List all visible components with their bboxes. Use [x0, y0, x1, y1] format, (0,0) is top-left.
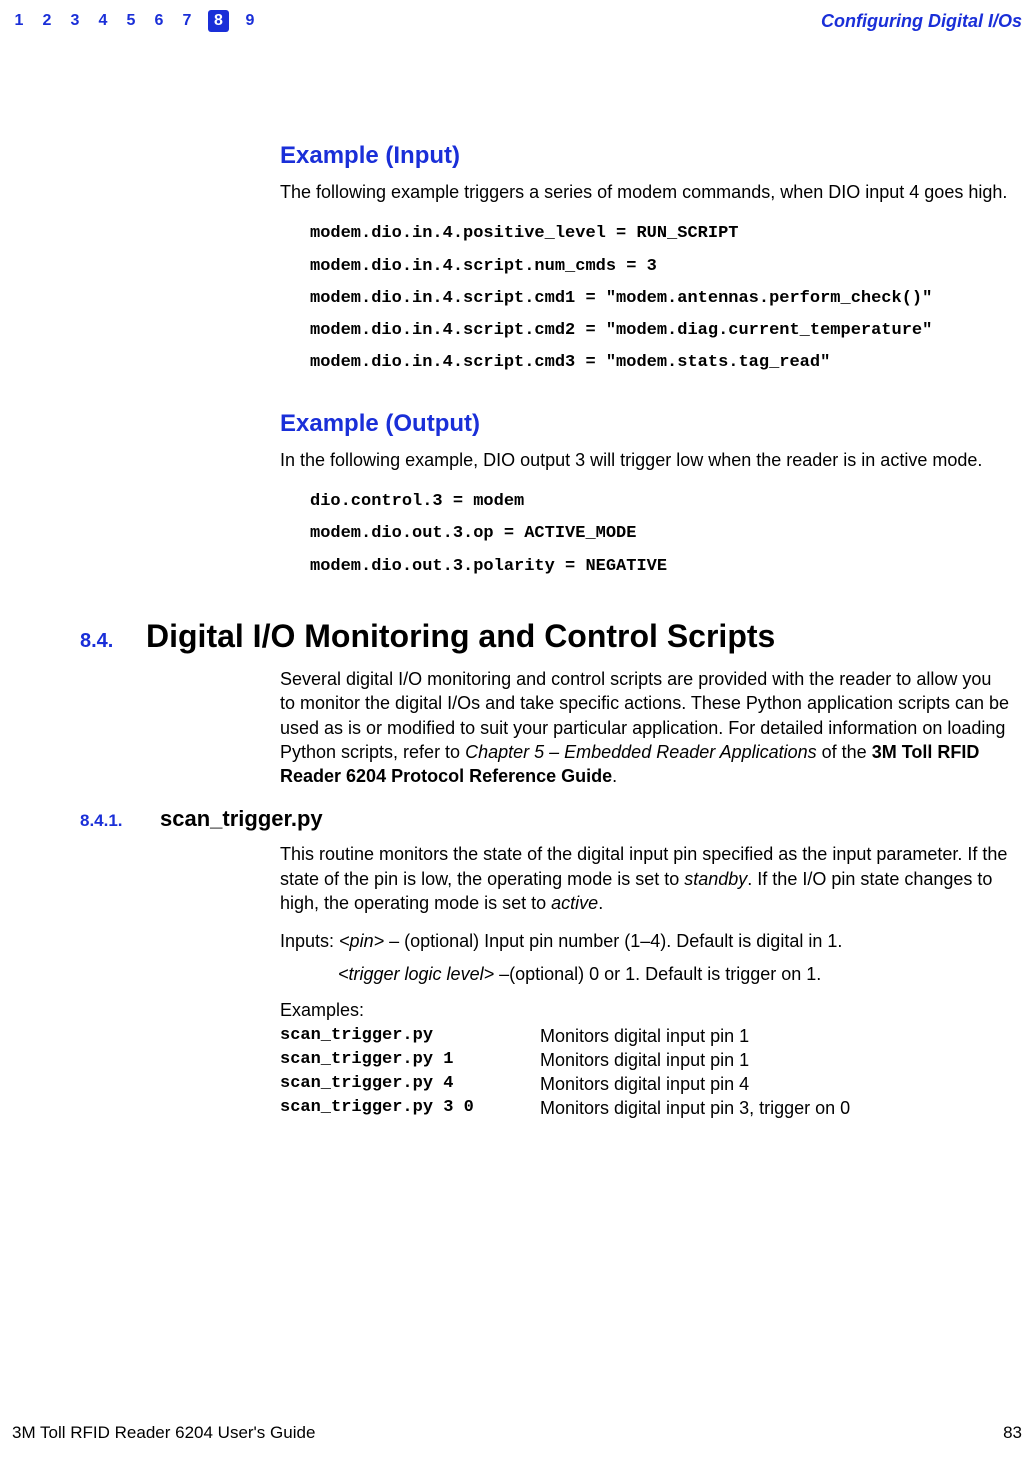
example-input-code: modem.dio.in.4.positive_level = RUN_SCRI… — [310, 218, 1010, 379]
example-row: scan_trigger.py 4 Monitors digital input… — [280, 1074, 1010, 1095]
examples-table: scan_trigger.py Monitors digital input p… — [280, 1026, 1010, 1119]
example-description: Monitors digital input pin 4 — [540, 1074, 749, 1095]
inputs-trigger-rest: –(optional) 0 or 1. Default is trigger o… — [494, 964, 821, 984]
section-body-italic: Chapter 5 – Embedded Reader Applications — [465, 742, 817, 762]
example-description: Monitors digital input pin 1 — [540, 1050, 749, 1071]
chapter-num: 2 — [40, 12, 54, 30]
chapter-num: 3 — [68, 12, 82, 30]
example-row: scan_trigger.py Monitors digital input p… — [280, 1026, 1010, 1047]
example-output-intro: In the following example, DIO output 3 w… — [280, 448, 1010, 472]
page-header: 1 2 3 4 5 6 7 8 9 Configuring Digital I/… — [12, 10, 1022, 32]
subsection-number: 8.4.1. — [80, 811, 160, 831]
example-output-code: dio.control.3 = modem modem.dio.out.3.op… — [310, 486, 1010, 583]
header-chapter-title: Configuring Digital I/Os — [821, 11, 1022, 32]
section-heading-row: 8.4. Digital I/O Monitoring and Control … — [80, 618, 1010, 655]
chapter-num: 7 — [180, 12, 194, 30]
inputs-pin-italic: <pin> — [339, 931, 384, 951]
example-input-intro: The following example triggers a series … — [280, 180, 1010, 204]
footer-doc-title: 3M Toll RFID Reader 6204 User's Guide — [12, 1423, 315, 1443]
code-line: modem.dio.in.4.positive_level = RUN_SCRI… — [310, 218, 1010, 250]
section-number: 8.4. — [80, 630, 146, 653]
page-content: Example (Input) The following example tr… — [280, 142, 1010, 1119]
example-description: Monitors digital input pin 1 — [540, 1026, 749, 1047]
example-command: scan_trigger.py — [280, 1026, 540, 1047]
section-body: Several digital I/O monitoring and contr… — [280, 667, 1010, 788]
subsection-body-ital1: standby — [684, 869, 747, 889]
code-line: modem.dio.in.4.script.cmd2 = "modem.diag… — [310, 315, 1010, 347]
code-line: dio.control.3 = modem — [310, 486, 1010, 518]
section-body-mid: of the — [817, 742, 872, 762]
subsection-body: This routine monitors the state of the d… — [280, 842, 1010, 915]
chapter-num: 1 — [12, 12, 26, 30]
code-line: modem.dio.out.3.op = ACTIVE_MODE — [310, 518, 1010, 550]
chapter-num: 4 — [96, 12, 110, 30]
inputs-trigger-italic: <trigger logic level> — [338, 964, 494, 984]
subsection-body-ital2: active — [551, 893, 598, 913]
chapter-num-current: 8 — [208, 10, 229, 32]
inputs-line-2: <trigger logic level> –(optional) 0 or 1… — [338, 962, 1010, 986]
footer-page-number: 83 — [1003, 1423, 1022, 1443]
subsection-heading-row: 8.4.1. scan_trigger.py — [80, 806, 1010, 832]
code-line: modem.dio.in.4.script.cmd3 = "modem.stat… — [310, 347, 1010, 379]
inputs-label: Inputs: — [280, 931, 339, 951]
examples-label: Examples: — [280, 998, 1010, 1022]
inputs-pin-rest: – (optional) Input pin number (1–4). Def… — [384, 931, 842, 951]
code-line: modem.dio.out.3.polarity = NEGATIVE — [310, 551, 1010, 583]
chapter-num: 5 — [124, 12, 138, 30]
example-command: scan_trigger.py 4 — [280, 1074, 540, 1095]
subsection-title: scan_trigger.py — [160, 806, 323, 832]
example-row: scan_trigger.py 1 Monitors digital input… — [280, 1050, 1010, 1071]
page-footer: 3M Toll RFID Reader 6204 User's Guide 83 — [0, 1423, 1034, 1443]
section-title: Digital I/O Monitoring and Control Scrip… — [146, 618, 775, 655]
chapter-num: 6 — [152, 12, 166, 30]
section-body-post: . — [612, 766, 617, 786]
chapter-num: 9 — [243, 12, 257, 30]
example-output-heading: Example (Output) — [280, 410, 1010, 438]
inputs-line-1: Inputs: <pin> – (optional) Input pin num… — [280, 929, 1010, 953]
code-line: modem.dio.in.4.script.num_cmds = 3 — [310, 251, 1010, 283]
example-input-heading: Example (Input) — [280, 142, 1010, 170]
example-description: Monitors digital input pin 3, trigger on… — [540, 1098, 850, 1119]
subsection-body-post: . — [598, 893, 603, 913]
code-line: modem.dio.in.4.script.cmd1 = "modem.ante… — [310, 283, 1010, 315]
example-command: scan_trigger.py 1 — [280, 1050, 540, 1071]
example-row: scan_trigger.py 3 0 Monitors digital inp… — [280, 1098, 1010, 1119]
chapter-number-strip: 1 2 3 4 5 6 7 8 9 — [12, 10, 257, 32]
example-command: scan_trigger.py 3 0 — [280, 1098, 540, 1119]
